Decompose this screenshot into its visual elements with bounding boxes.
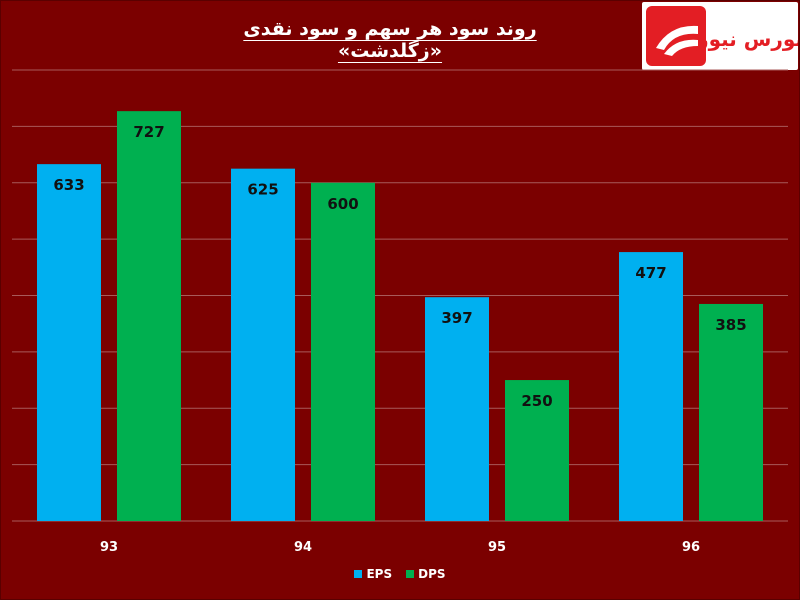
legend-label-eps: EPS	[366, 567, 393, 581]
data-label-dps-96: 385	[715, 316, 746, 334]
x-tick-label-94: 94	[294, 540, 312, 555]
chart-title: روند سود هر سهم و سود نقدی «زگلدشت»	[243, 18, 537, 62]
bar-dps-96	[699, 303, 763, 521]
bar-eps-94	[231, 168, 295, 521]
data-label-dps-94: 600	[327, 195, 358, 213]
legend-swatch-eps	[354, 570, 363, 578]
legend-swatch-dps	[406, 570, 415, 578]
data-label-dps-95: 250	[521, 392, 552, 410]
bourse-news-logo: بورس نیوز	[642, 2, 800, 70]
legend-label-dps: DPS	[418, 567, 446, 581]
data-label-eps-95: 397	[441, 309, 472, 327]
legend-item-dps: DPS	[406, 567, 446, 581]
data-label-eps-96: 477	[635, 264, 666, 282]
data-label-eps-93: 633	[53, 176, 84, 194]
bar-dps-95	[505, 380, 569, 521]
data-label-dps-93: 727	[133, 123, 164, 141]
data-label-eps-94: 625	[247, 181, 278, 199]
bar-eps-96	[619, 252, 683, 521]
x-tick-label-93: 93	[100, 540, 118, 555]
bar-dps-93	[117, 111, 181, 521]
legend-item-eps: EPS	[354, 567, 392, 581]
logo-text: بورس نیوز	[696, 27, 798, 51]
bar-eps-95	[425, 297, 489, 521]
x-tick-label-96: 96	[682, 540, 700, 555]
x-tick-label-95: 95	[488, 540, 506, 555]
bar-eps-93	[37, 164, 101, 522]
bourse-news-logo-icon	[646, 6, 706, 66]
bar-dps-94	[311, 182, 375, 521]
chart-legend: EPS DPS	[0, 567, 800, 581]
